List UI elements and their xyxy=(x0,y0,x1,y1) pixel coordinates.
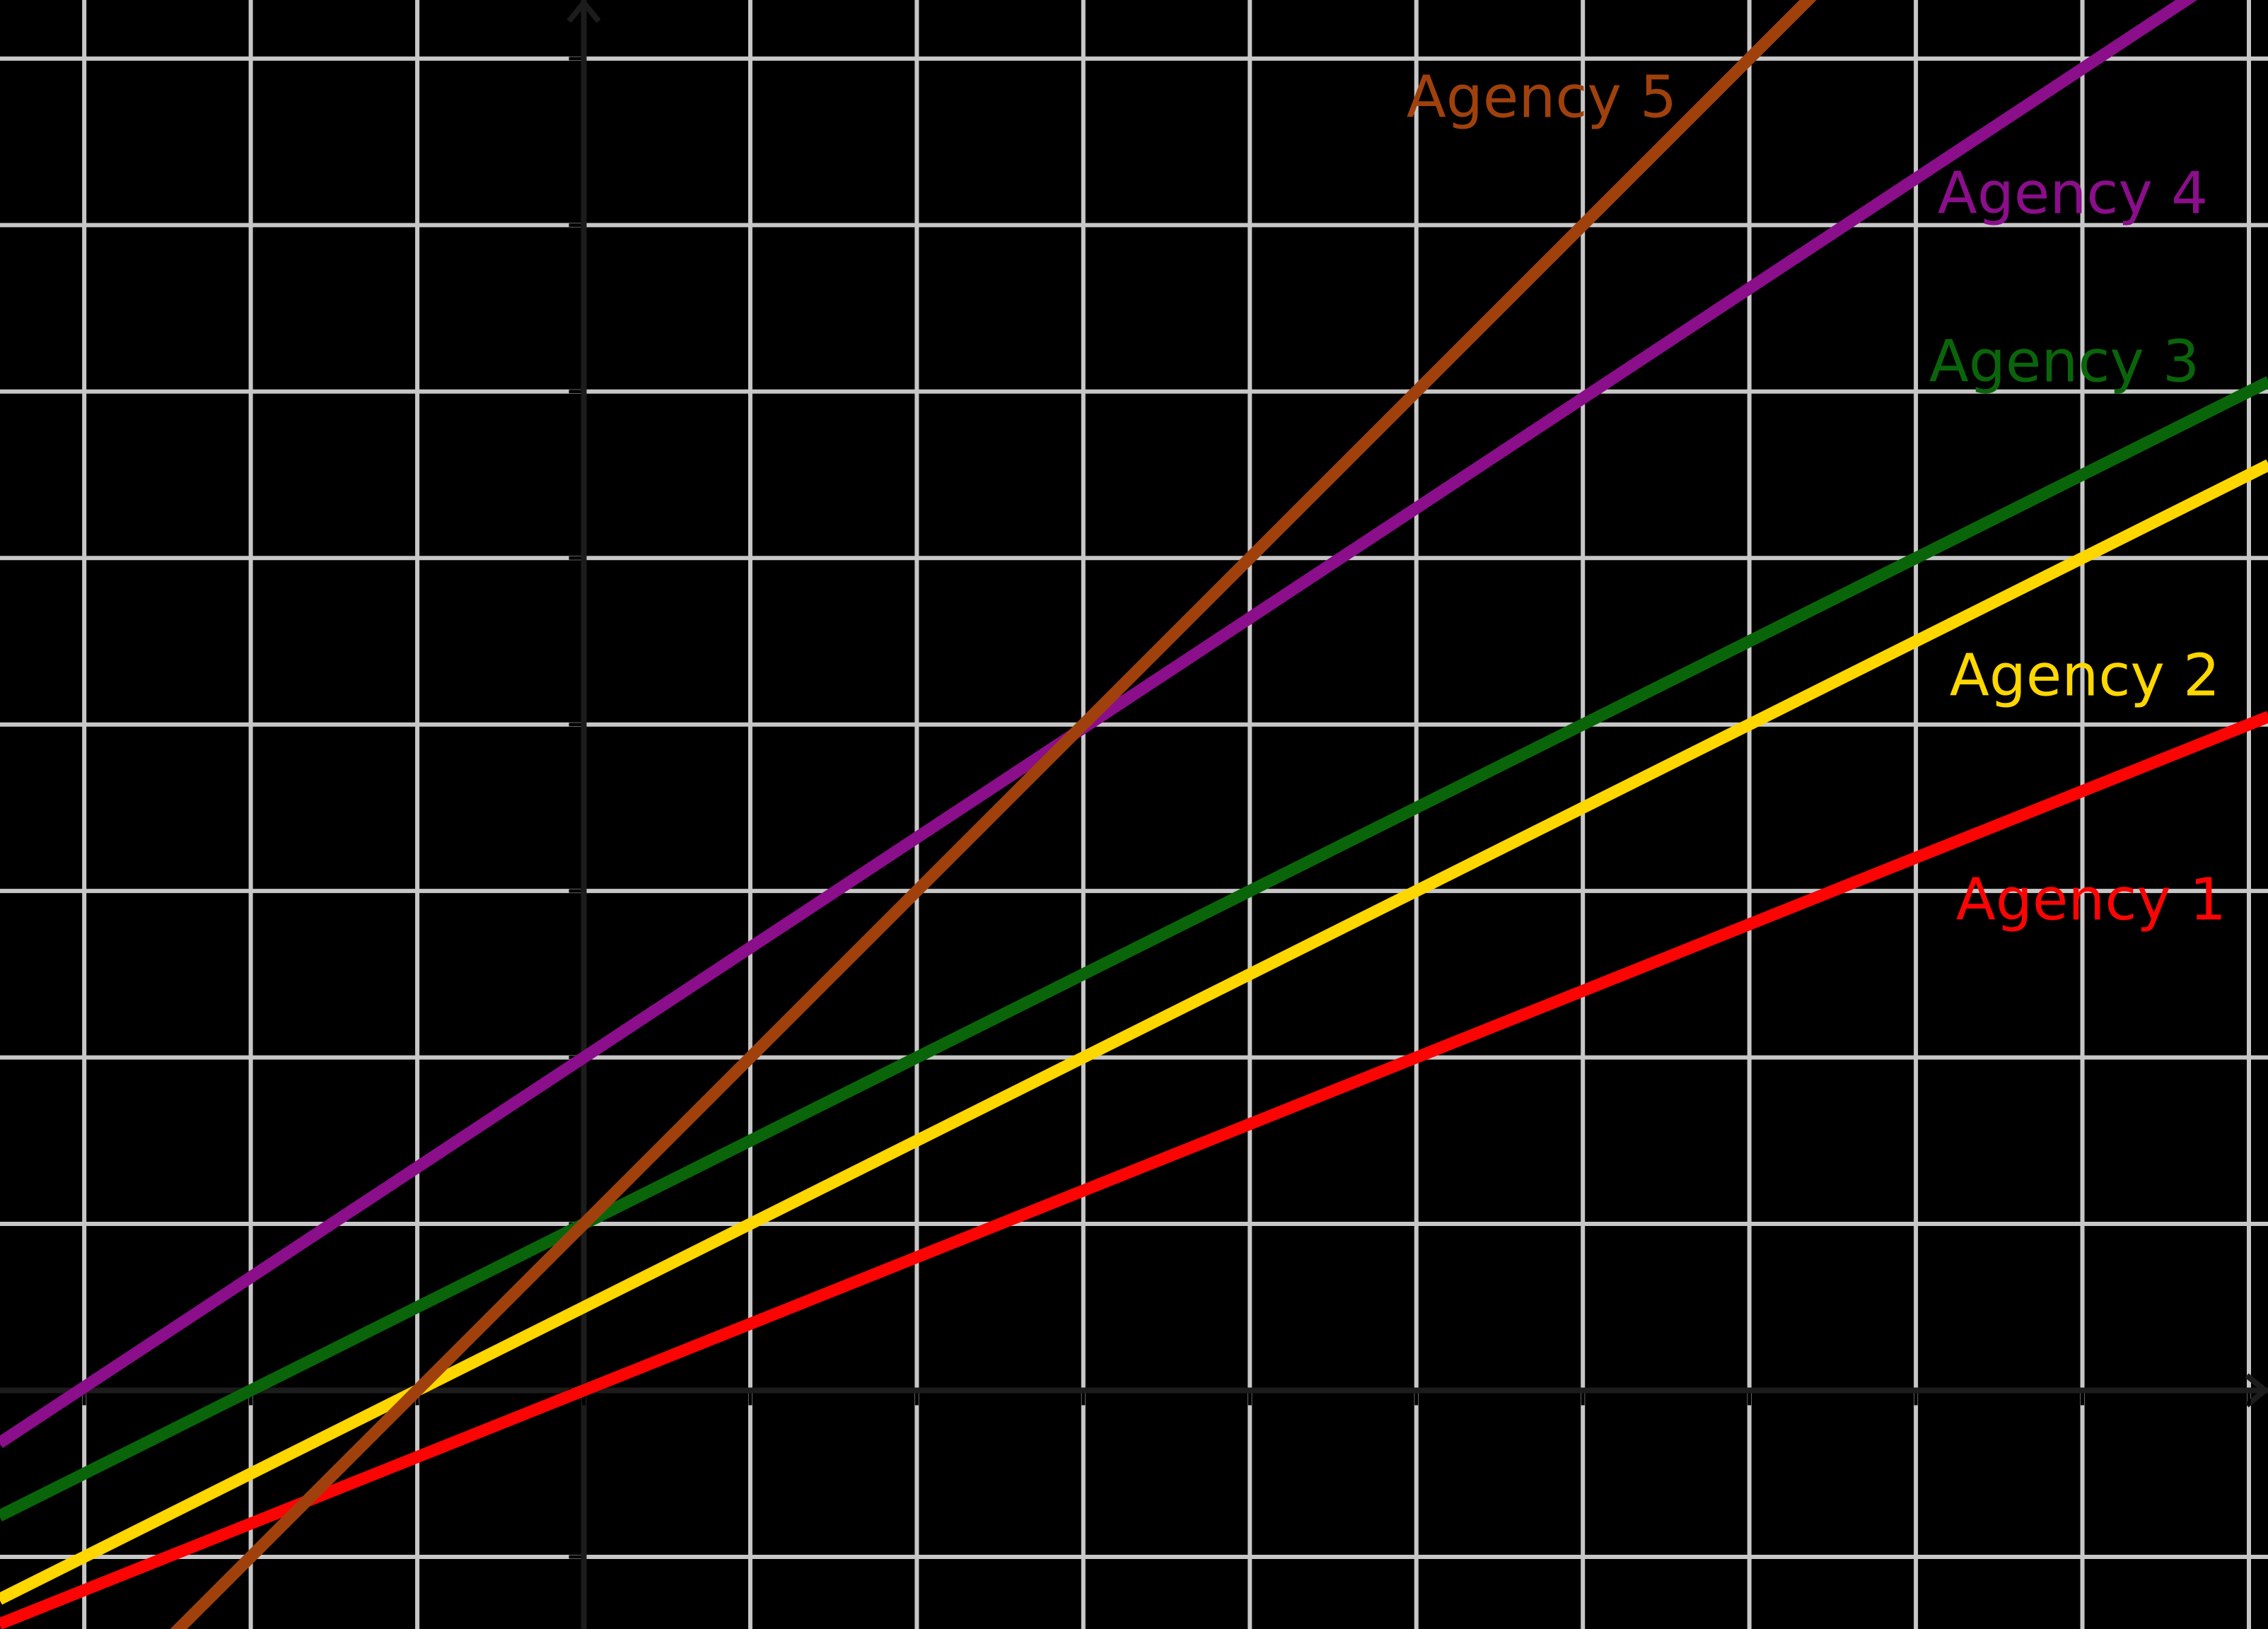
agency-3-line xyxy=(0,376,2268,1522)
grid-horizontal-lines xyxy=(0,56,2268,1559)
y-axis-arrowhead-icon xyxy=(566,0,601,23)
agency-4-label: Agency 4 xyxy=(1938,160,2208,228)
agency-2-label: Agency 2 xyxy=(1950,643,2220,710)
agency-1-label: Agency 1 xyxy=(1956,867,2226,934)
agency-4-line xyxy=(0,0,2197,1449)
grid-vertical-lines xyxy=(82,0,2251,1629)
agency-1-line xyxy=(0,711,2268,1629)
agency-2-line xyxy=(0,459,2268,1605)
agency-5-label: Agency 5 xyxy=(1407,64,1677,132)
agency-3-label: Agency 3 xyxy=(1929,329,2199,396)
x-axis-arrowhead-icon xyxy=(2245,1373,2268,1408)
